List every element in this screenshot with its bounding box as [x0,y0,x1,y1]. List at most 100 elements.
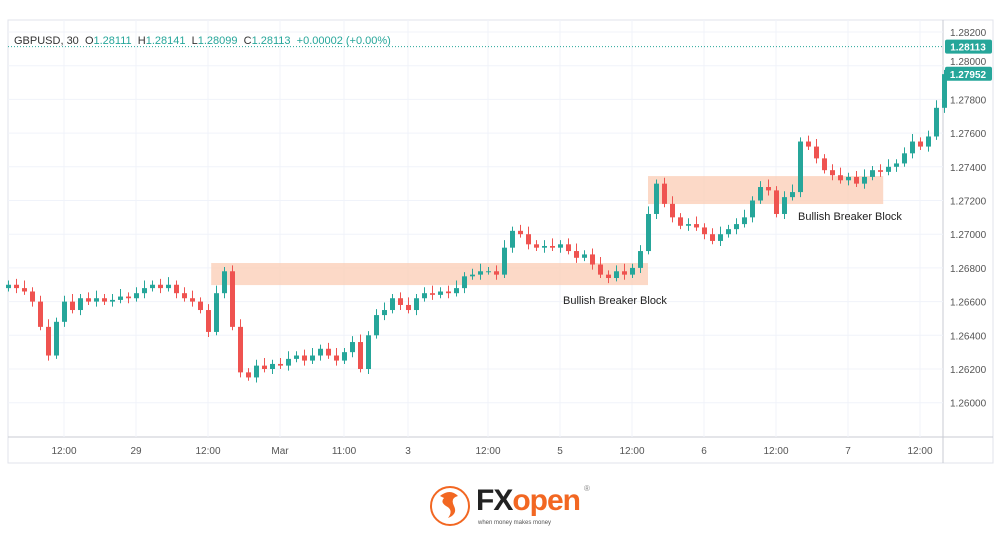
candle-body [278,363,283,366]
candle-body [6,284,11,289]
y-tick-label: 1.27800 [950,95,987,106]
candle-body [870,170,875,177]
x-tick-label: 29 [130,446,142,457]
candle-body [382,310,387,316]
candle-body [70,301,75,311]
candle-body [574,251,579,258]
candle-body [238,326,243,373]
candle-body [662,183,667,204]
y-tick-label: 1.26200 [950,365,987,376]
candle-body [46,326,51,356]
x-tick-label: 7 [845,446,851,457]
candle-body [166,284,171,289]
candle-body [398,298,403,305]
x-tick-label: 11:00 [332,446,357,457]
candle-body [910,141,915,154]
candle-body [894,163,899,167]
candle-body [462,276,467,289]
candle-body [486,271,491,273]
candle-body [670,203,675,218]
candle-body [758,187,763,201]
open-value: 1.28111 [93,35,132,47]
candle-body [558,244,563,248]
open-label: O [84,35,94,47]
candle-body [102,298,107,302]
y-tick-label: 1.27200 [950,197,987,208]
candle-body [30,291,35,302]
y-tick-label: 1.27600 [950,129,987,140]
candle-body [638,251,643,268]
candle-body [454,288,459,294]
candle-body [654,183,659,214]
candle-body [182,293,187,299]
candle-body [198,301,203,311]
logo-tagline: when money makes money [478,520,552,526]
candle-body [606,274,611,279]
candle-body [886,166,891,172]
candle-body [798,141,803,193]
candle-body [158,284,163,289]
candle-body [390,298,395,311]
zone-label: Bullish Breaker Block [798,211,902,223]
candle-body [806,141,811,147]
x-tick-label: 5 [557,446,563,457]
candle-body [766,187,771,191]
candle-body [846,176,851,181]
high-value: 1.28141 [145,35,186,47]
last-price-badge [945,39,992,54]
chart-frame [7,19,994,464]
x-tick-label: Mar [271,446,289,457]
current-price-badge [945,66,992,81]
low-label: L [191,35,198,47]
candle-body [878,170,883,172]
y-tick-label: 1.28200 [950,28,987,39]
ohlc-legend: GBPUSD, 30 O1.28111 H1.28141 L1.28099 C1… [14,35,391,47]
x-tick-label: 12:00 [619,446,644,457]
y-tick-label: 1.26600 [950,298,987,309]
candle-body [542,245,547,248]
change-value: +0.00002 (+0.00%) [296,35,391,47]
candle-body [678,217,683,226]
candle-body [190,298,195,302]
last-price-label: 1.28113 [950,43,986,54]
candle-body [702,227,707,235]
candle-body [494,271,499,275]
bull-emblem-icon [430,486,470,526]
candle-body [862,176,867,184]
candle-body [694,224,699,228]
candle-body [406,304,411,311]
candle-body [206,310,211,332]
candle-body [630,267,635,275]
candle-body [150,284,155,289]
candle-body [94,298,99,302]
logo-fx: FX [476,484,513,517]
candle-body [54,321,59,356]
close-value: 1.28113 [251,35,291,47]
candle-body [78,298,83,311]
candle-body [814,146,819,159]
candle-body [750,200,755,218]
x-tick-label: 12:00 [51,446,76,457]
y-tick-label: 1.27000 [950,230,987,241]
candle-body [502,247,507,275]
candle-body [686,224,691,226]
fxopen-logo: FXopen when money makes money ® [428,484,598,530]
candle-body [550,245,555,248]
candle-body [62,301,67,322]
x-tick-label: 6 [701,446,707,457]
candle-body [478,271,483,275]
candle-body [86,298,91,302]
x-tick-label: 12:00 [475,446,500,457]
candle-body [350,342,355,353]
candle-body [598,264,603,275]
logo-open: open [512,484,581,517]
y-tick-label: 1.26800 [950,264,987,275]
candle-body [142,288,147,294]
candle-body [734,224,739,230]
candle-body [510,230,515,248]
candle-body [326,348,331,356]
candle-body [902,153,907,164]
zone-label: Bullish Breaker Block [563,295,667,307]
candle-body [830,170,835,176]
